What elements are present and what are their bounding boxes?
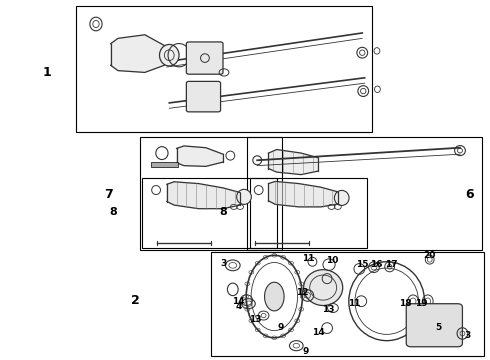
Text: 13: 13 [322,305,335,314]
Text: 5: 5 [436,323,441,332]
Ellipse shape [159,44,179,66]
Ellipse shape [334,190,349,206]
Text: 1: 1 [43,66,51,79]
Text: 4: 4 [236,302,242,311]
Text: 19: 19 [415,299,427,308]
Text: 6: 6 [466,188,474,201]
Text: 12: 12 [296,288,308,297]
Text: 18: 18 [399,299,412,308]
Bar [143,178,277,248]
Ellipse shape [265,282,284,311]
Polygon shape [269,149,318,175]
Bar [140,137,282,250]
Bar [250,178,367,248]
Polygon shape [167,182,240,209]
Text: 20: 20 [423,251,436,260]
Text: 8: 8 [109,207,117,217]
Text: 9: 9 [278,323,284,332]
Bar [76,6,372,132]
Polygon shape [269,181,338,207]
Text: 8: 8 [219,207,227,217]
Ellipse shape [237,189,251,204]
Text: 2: 2 [131,294,140,307]
Text: 15: 15 [356,261,368,270]
Polygon shape [176,146,223,166]
Text: 11: 11 [348,299,361,308]
Text: 14: 14 [232,297,245,306]
Polygon shape [111,35,164,72]
Bar [151,162,178,167]
Text: 14: 14 [312,328,324,337]
Text: 16: 16 [369,260,382,269]
Text: 7: 7 [104,188,113,201]
Text: 13: 13 [249,315,262,324]
Text: 17: 17 [385,260,398,269]
Ellipse shape [304,270,343,306]
FancyBboxPatch shape [186,81,220,112]
Text: 3: 3 [465,332,471,341]
Bar [211,252,485,356]
Text: 3: 3 [220,259,226,268]
FancyBboxPatch shape [406,304,463,347]
Text: 9: 9 [302,347,309,356]
FancyBboxPatch shape [186,42,223,74]
Text: 10: 10 [326,256,338,265]
Text: 11: 11 [302,255,315,264]
Bar [247,137,482,250]
